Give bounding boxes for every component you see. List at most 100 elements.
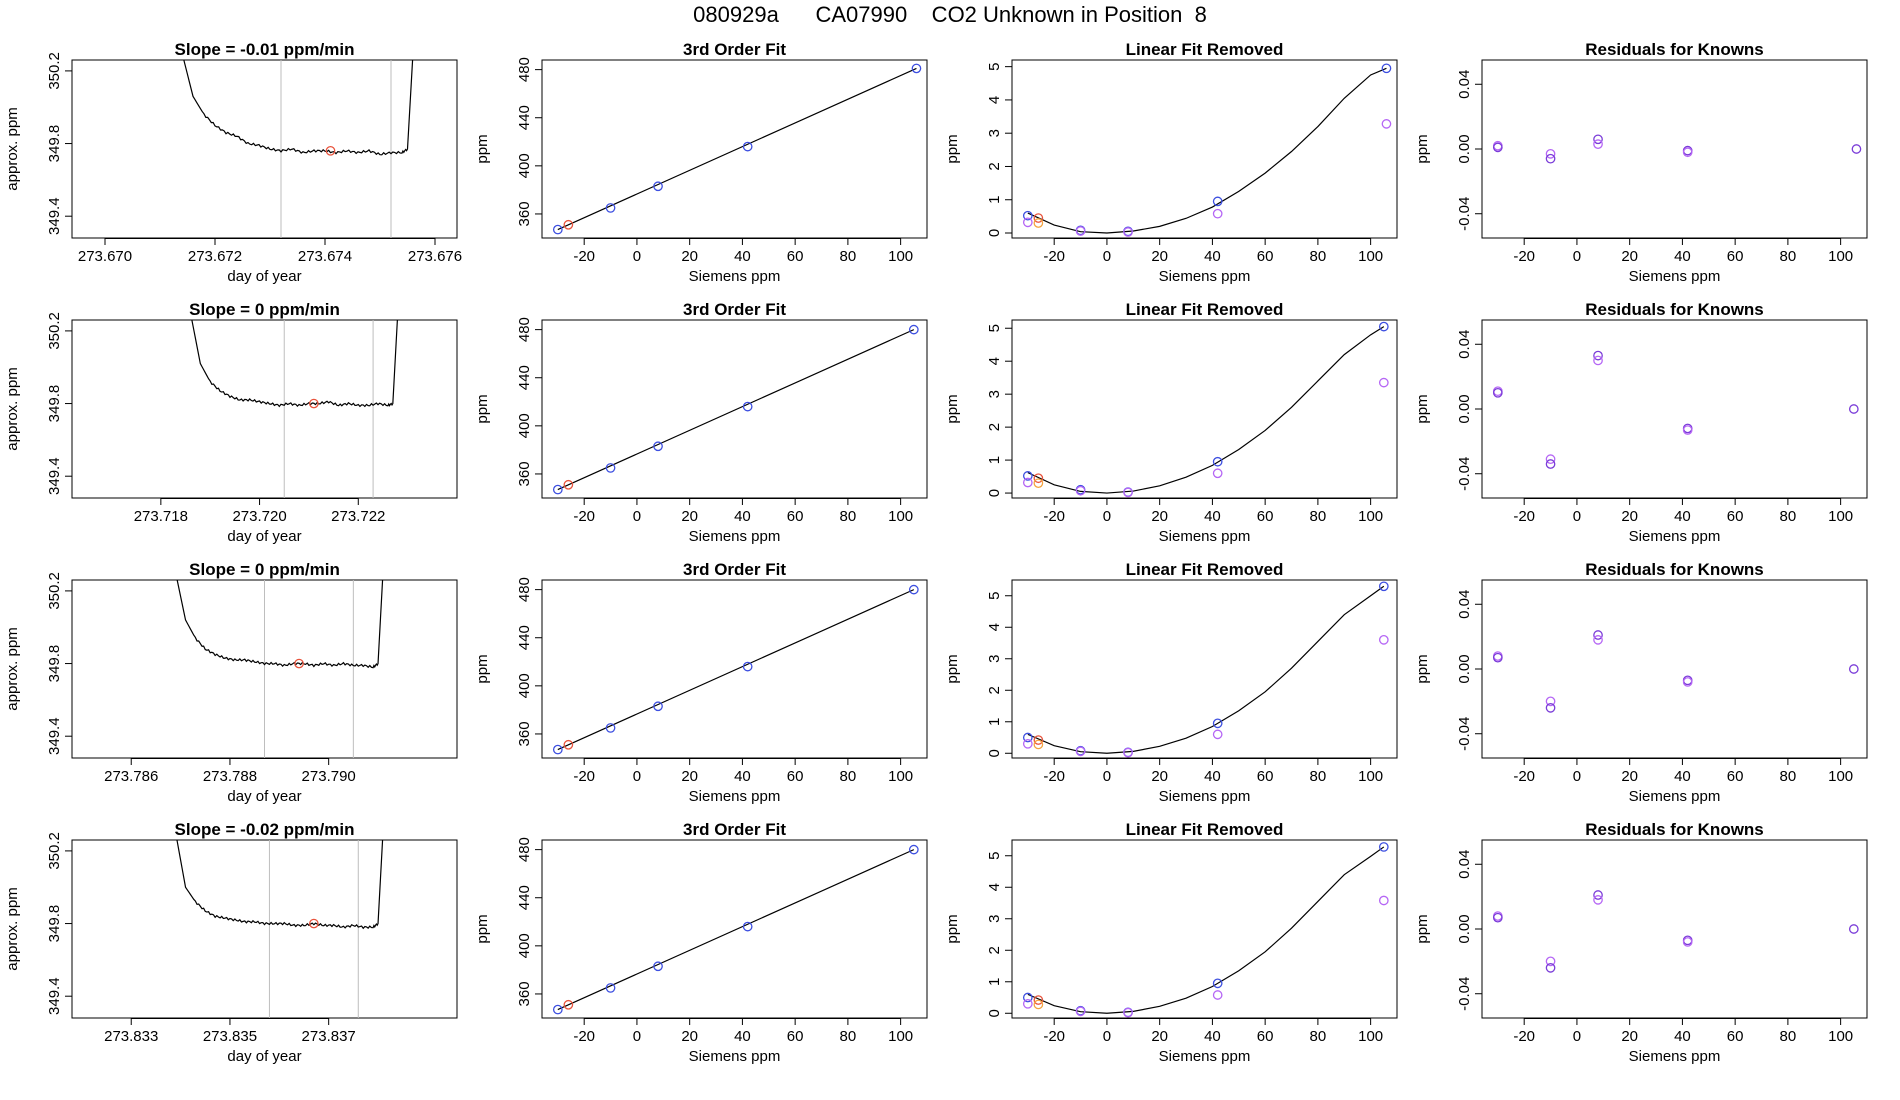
x-tick-label: 20 xyxy=(681,1028,698,1045)
signal-trace xyxy=(176,580,384,669)
data-point xyxy=(742,141,753,152)
panel-time-series: Slope = 0 ppm/min day of year approx. ppm 2… xyxy=(4,560,458,805)
plot-area xyxy=(552,63,922,235)
y-tick-label: 4 xyxy=(986,883,1003,891)
x-tick-label: 273.674 xyxy=(298,248,352,265)
x-axis-label: Siemens ppm xyxy=(1159,528,1251,545)
y-tick-label: 349.4 xyxy=(46,717,63,755)
data-point xyxy=(1212,208,1223,219)
data-point xyxy=(908,584,919,595)
x-tick-label: -20 xyxy=(1043,768,1065,785)
x-axis-label: Siemens ppm xyxy=(1629,268,1721,285)
x-tick-label: -20 xyxy=(573,1028,595,1045)
y-tick-label: 0.00 xyxy=(1456,654,1473,683)
panel-fit: 3rd Order Fit Siemens ppm ppm -20 0 20 40 60 80 1… xyxy=(474,560,928,805)
x-tick-label: 100 xyxy=(888,248,913,265)
panel-fit: 3rd Order Fit Siemens ppm ppm -20 0 20 40 60 80 1… xyxy=(474,40,928,285)
panel-title: Linear Fit Removed xyxy=(1126,40,1284,59)
data-point xyxy=(1212,978,1223,989)
data-point xyxy=(911,63,922,74)
y-tick-label: 0.00 xyxy=(1456,914,1473,943)
y-tick-label: 400 xyxy=(516,673,533,698)
y-tick-label: 350.2 xyxy=(46,312,63,350)
data-point xyxy=(908,844,919,855)
y-axis-label: ppm xyxy=(474,134,491,163)
x-axis-label: Siemens ppm xyxy=(1159,1048,1251,1065)
y-tick-label: 360 xyxy=(516,981,533,1006)
plot-area xyxy=(1492,890,1859,973)
x-tick-label: 60 xyxy=(1257,248,1274,265)
plot-area xyxy=(183,60,414,238)
data-point xyxy=(1545,153,1556,164)
y-axis-label: ppm xyxy=(474,394,491,423)
x-tick-label: 20 xyxy=(681,768,698,785)
plot-area xyxy=(1022,321,1389,498)
y-tick-label: -0.04 xyxy=(1456,717,1473,751)
x-tick-label: 80 xyxy=(1310,768,1327,785)
y-tick-label: 0.04 xyxy=(1456,330,1473,359)
x-tick-label: 273.786 xyxy=(104,768,158,785)
x-tick-label: 273.672 xyxy=(188,248,242,265)
fit-curve xyxy=(557,589,915,751)
y-axis-label: ppm xyxy=(1414,654,1431,683)
y-tick-label: 440 xyxy=(516,365,533,390)
y-tick-label: 4 xyxy=(986,623,1003,631)
y-tick-label: 2 xyxy=(986,162,1003,170)
data-point xyxy=(1022,210,1033,221)
x-tick-label: 20 xyxy=(1621,248,1638,265)
data-point xyxy=(605,983,616,993)
plot-frame xyxy=(1481,59,1868,239)
data-point xyxy=(1212,990,1223,1000)
data-point xyxy=(325,145,336,156)
x-tick-label: 273.837 xyxy=(302,1028,356,1045)
data-point xyxy=(552,744,563,755)
data-point xyxy=(1022,217,1033,228)
x-axis-label: day of year xyxy=(227,528,301,545)
y-tick-label: 360 xyxy=(516,461,533,486)
y-tick-label: 0.04 xyxy=(1456,850,1473,879)
y-tick-label: 4 xyxy=(986,96,1003,104)
y-axis-label: approx. ppm xyxy=(4,887,21,970)
y-tick-label: 5 xyxy=(986,852,1003,860)
data-point xyxy=(1492,387,1503,398)
x-tick-label: 0 xyxy=(1103,508,1111,525)
data-point xyxy=(1033,218,1044,228)
y-tick-label: 0 xyxy=(986,1009,1003,1017)
y-tick-label: 480 xyxy=(516,317,533,342)
plot-frame xyxy=(541,579,928,759)
panel-title: Linear Fit Removed xyxy=(1126,300,1284,319)
data-point xyxy=(309,918,319,929)
data-point xyxy=(1378,377,1389,388)
x-tick-label: 80 xyxy=(1780,768,1797,785)
y-tick-label: 349.8 xyxy=(46,125,63,163)
x-tick-label: 60 xyxy=(1257,768,1274,785)
data-point xyxy=(1593,890,1603,900)
x-tick-label: 273.833 xyxy=(104,1028,158,1045)
y-tick-label: 5 xyxy=(986,324,1003,332)
x-tick-label: 0 xyxy=(1573,768,1581,785)
panel-fit: 3rd Order Fit Siemens ppm ppm -20 0 20 40 60 80 1… xyxy=(474,300,928,545)
y-axis-label: ppm xyxy=(944,134,961,163)
plot-frame xyxy=(1481,319,1868,499)
x-tick-label: 40 xyxy=(734,508,751,525)
data-point xyxy=(1492,912,1503,923)
plot-area xyxy=(1492,350,1859,469)
panel-fit: 3rd Order Fit Siemens ppm ppm -20 0 20 40 60 80 1… xyxy=(474,820,928,1065)
plot-frame xyxy=(71,839,458,1019)
data-point xyxy=(563,479,574,490)
y-axis-label: ppm xyxy=(944,394,961,423)
panel-residuals: Residuals for Knowns Siemens ppm ppm -20 0 20… xyxy=(1414,300,1868,545)
y-tick-label: 2 xyxy=(986,423,1003,431)
data-point xyxy=(1212,456,1223,467)
data-point xyxy=(294,658,304,669)
data-point xyxy=(1033,739,1044,750)
x-tick-label: 60 xyxy=(1727,1028,1744,1045)
panel-title: Residuals for Knowns xyxy=(1585,560,1764,579)
plot-frame xyxy=(71,319,458,499)
y-tick-label: 5 xyxy=(986,592,1003,600)
panel-time-series: Slope = -0.01 ppm/min day of year approx. … xyxy=(4,40,462,285)
panel-title: Slope = -0.01 ppm/min xyxy=(175,40,355,59)
data-point xyxy=(1545,956,1556,967)
x-tick-label: 273.788 xyxy=(203,768,257,785)
